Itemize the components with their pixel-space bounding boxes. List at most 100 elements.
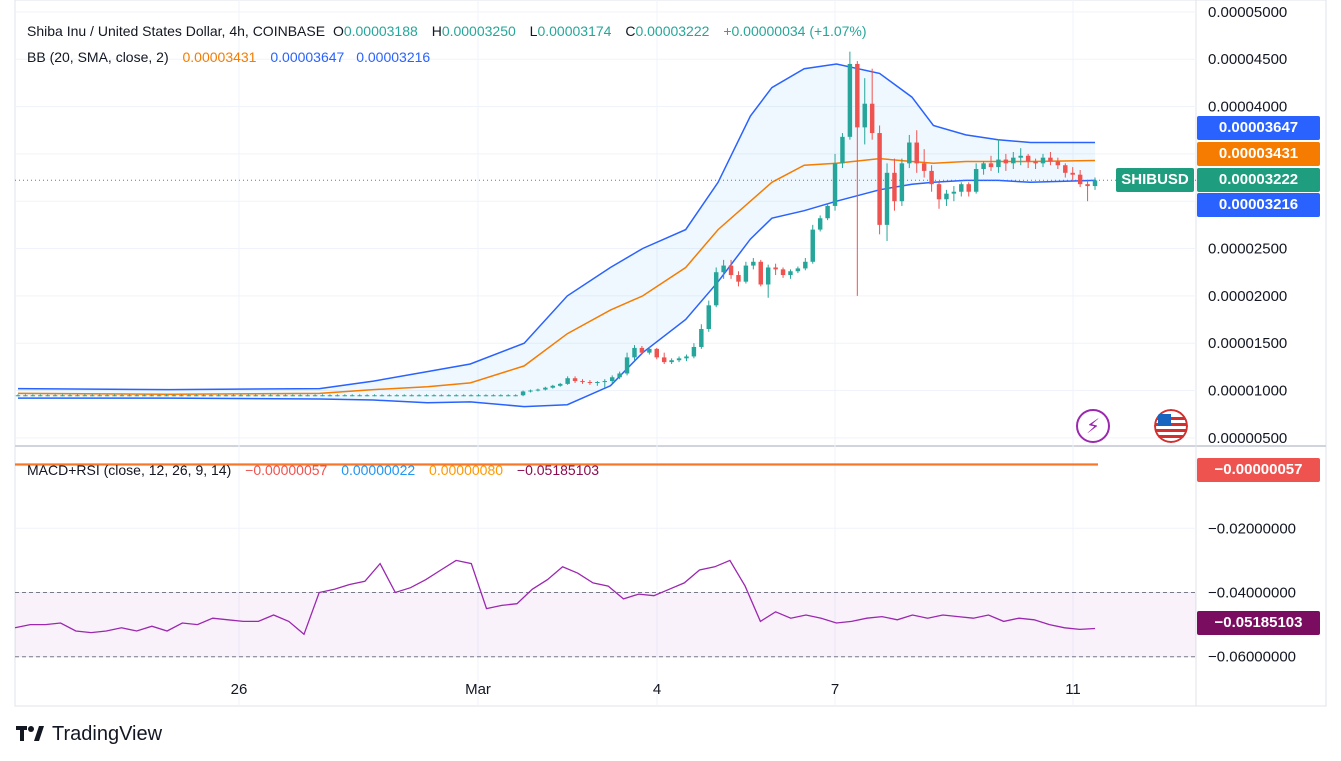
candle-body (1040, 157, 1046, 164)
candle-body (402, 395, 407, 397)
bb-upper-value: 0.00003647 (270, 49, 345, 65)
candle-body (305, 395, 310, 397)
open-label: O (332, 23, 344, 39)
candle-body (676, 358, 682, 361)
candle-body (1070, 172, 1075, 175)
candle-body (275, 395, 281, 397)
candle-body (751, 261, 756, 266)
candle-body (795, 268, 801, 272)
close-label: C (625, 23, 636, 39)
candle-body (1003, 159, 1009, 164)
bb-basis-line (17, 157, 1096, 396)
candle-body (476, 395, 481, 397)
candle-body (483, 395, 489, 397)
close-value: 0.00003222 (635, 23, 710, 39)
candle-body (327, 395, 333, 397)
macd-line-value: 0.00000022 (341, 462, 416, 478)
candle-body (424, 395, 429, 397)
candle-body (647, 348, 652, 353)
candle-body (817, 218, 823, 230)
y-tick-label: 0.00001500 (1208, 335, 1287, 352)
candle-body (179, 395, 184, 397)
candle-body (587, 382, 593, 383)
candle-body (706, 305, 711, 329)
macd-tag: −0.00000057 (1197, 458, 1320, 482)
x-tick-label: 26 (231, 681, 248, 698)
candle-body (959, 184, 964, 192)
candle-body (565, 378, 570, 384)
y-tick-label: 0.00002500 (1208, 241, 1287, 258)
candle-body (45, 395, 50, 397)
candle-body (431, 395, 437, 397)
bb-label: BB (20, SMA, close, 2) (27, 49, 169, 65)
candle-body (996, 159, 1001, 168)
candle-body (134, 395, 140, 397)
candle-body (951, 191, 957, 194)
candle-body (1077, 174, 1083, 185)
lightning-icon[interactable]: ⚡ (1076, 409, 1110, 443)
candle-body (1033, 161, 1038, 164)
macd-hist-value: −0.00000057 (245, 462, 328, 478)
candle-body (52, 395, 58, 397)
y-tick-label: 0.00000500 (1208, 430, 1287, 447)
candle-body (1048, 157, 1053, 162)
candle-body (803, 261, 808, 269)
y-tick-label: 0.00005000 (1208, 4, 1287, 21)
candle-body (416, 395, 422, 397)
candle-body (513, 395, 518, 397)
candle-body (238, 395, 244, 397)
candle-body (23, 395, 28, 397)
candle-body (892, 172, 897, 202)
candle-body (921, 163, 927, 171)
bb-upper-tag: 0.00003647 (1197, 116, 1320, 140)
candle-body (929, 170, 934, 185)
candle-body (468, 395, 474, 397)
x-tick-label: 11 (1065, 681, 1081, 698)
candle-body (156, 395, 162, 397)
macd-signal-value: 0.00000080 (429, 462, 504, 478)
rsi-tag: −0.05185103 (1197, 611, 1320, 635)
candle-body (1085, 184, 1090, 187)
candle-body (194, 395, 199, 397)
candle-body (780, 269, 786, 276)
candle-body (246, 395, 251, 397)
candle-body (765, 267, 771, 285)
candle-body (283, 395, 288, 397)
macd-legend: MACD+RSI (close, 12, 26, 9, 14) −0.00000… (27, 461, 603, 479)
candle-body (543, 387, 548, 390)
candle-body (90, 395, 95, 397)
candle-body (773, 267, 778, 270)
candle-body (869, 103, 875, 134)
rsi-band (15, 592, 1196, 657)
candle-body (439, 395, 444, 397)
x-tick-label: Mar (465, 681, 491, 698)
candle-body (855, 63, 860, 128)
candle-body (1025, 155, 1031, 162)
candle-body (335, 395, 340, 397)
candle-body (15, 395, 21, 397)
candle-body (171, 395, 177, 397)
candle-body (572, 378, 578, 382)
y-tick-label: 0.00004000 (1208, 99, 1287, 116)
candle-body (379, 395, 385, 397)
candle-body (699, 328, 704, 347)
candle-body (936, 184, 942, 200)
candle-body (446, 395, 452, 397)
bb-lower-value: 0.00003216 (356, 49, 431, 65)
candle-body (832, 163, 838, 206)
candle-body (119, 395, 125, 397)
candle-body (342, 395, 348, 397)
candle-body (602, 381, 608, 383)
candle-body (453, 395, 459, 397)
candle-body (164, 395, 169, 397)
candle-body (669, 360, 674, 363)
us-flag-icon[interactable] (1154, 409, 1188, 443)
macd-label: MACD+RSI (close, 12, 26, 9, 14) (27, 462, 232, 478)
candle-body (350, 395, 355, 397)
candle-body (1018, 155, 1023, 158)
y-tick-label: 0.00002000 (1208, 288, 1287, 305)
brand[interactable]: TradingView (16, 722, 162, 746)
candle-body (104, 395, 110, 397)
candle-body (149, 395, 154, 397)
